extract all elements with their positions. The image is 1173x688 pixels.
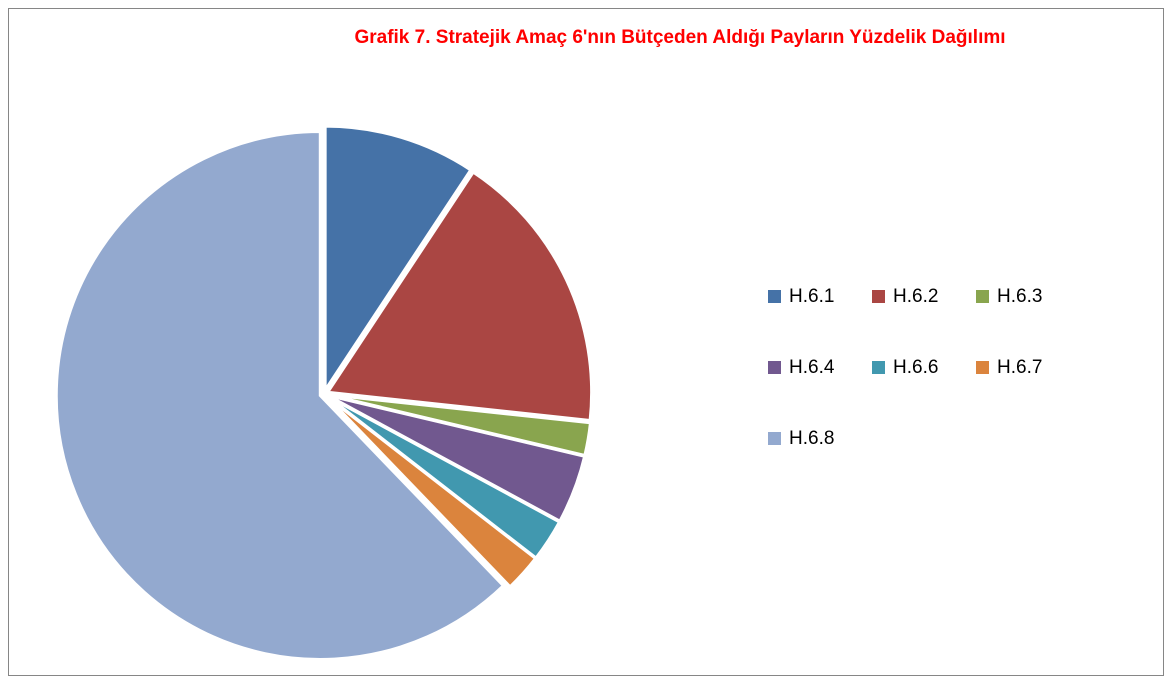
legend-label: H.6.7 <box>997 357 1042 378</box>
legend-label: H.6.3 <box>997 286 1042 307</box>
legend-swatch <box>768 361 781 374</box>
legend-label: H.6.6 <box>893 357 938 378</box>
chart-title: Grafik 7. Stratejik Amaç 6'nın Bütçeden … <box>354 27 1005 48</box>
legend-swatch <box>768 432 781 445</box>
legend-label: H.6.1 <box>789 286 834 307</box>
legend-label: H.6.8 <box>789 428 834 449</box>
legend-label: H.6.4 <box>789 357 835 378</box>
pie-slice <box>323 124 473 396</box>
legend-label: H.6.2 <box>893 286 938 307</box>
pie-slice <box>325 170 594 423</box>
pie-slice <box>54 129 506 661</box>
legend-swatch <box>872 361 885 374</box>
legend-swatch <box>976 290 989 303</box>
pie-slice <box>325 395 538 589</box>
legend-swatch <box>872 290 885 303</box>
legend-swatch <box>768 290 781 303</box>
legend-swatch <box>976 361 989 374</box>
